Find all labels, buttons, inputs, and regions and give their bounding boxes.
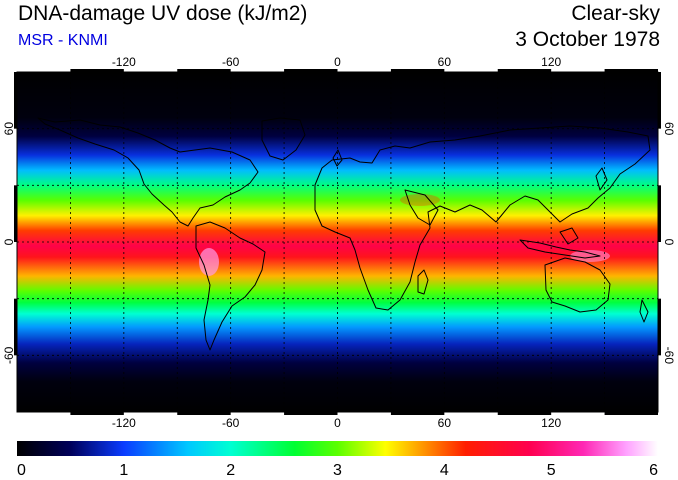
latitude-labels-right: 60 0 -60 [662,122,676,364]
lon-tick-label-top: -120 [112,55,136,69]
lon-tick-label-bottom: -60 [222,416,240,430]
coastline-uk [332,149,343,167]
lon-tick-label-bottom: 60 [438,416,452,430]
frame-tick-bottom [390,412,445,415]
colorbar-tick-label: 1 [119,462,128,479]
colorbar-tick-label: 6 [649,462,658,479]
latitude-labels-left: 60 0 -60 [2,122,16,364]
frame-tick-bottom [604,412,658,415]
frame-tick-top [70,69,124,72]
date-label: 3 October 1978 [515,28,660,51]
frame-ticks [14,69,661,415]
frame-tick-bottom [497,412,552,415]
longitude-labels-top: -120 -60 0 60 120 [112,55,562,69]
frame-tick-bottom [177,412,231,415]
colorbar-tick-label: 3 [333,462,342,479]
frame-tick-right [658,185,661,242]
lon-tick-label-bottom: 120 [541,416,561,430]
maritime-hotspot [570,250,610,262]
lon-tick-label-bottom: -120 [112,416,136,430]
graticule [17,72,658,412]
coastline-north-america [37,117,259,227]
frame-tick-bottom [70,412,124,415]
coastline-south-america [195,221,266,351]
lon-tick-label-top: 0 [334,55,341,69]
frame-tick-bottom [284,412,338,415]
frame-tick-left [14,185,17,242]
lat-tick-label-left: 0 [2,238,16,245]
map-title: DNA-damage UV dose (kJ/m2) [18,2,308,25]
lat-tick-label-right: 60 [662,122,676,136]
coastline-new-zealand [639,299,649,323]
colorbar-tick-label: 0 [17,462,26,479]
colorbar: 0 1 2 3 4 5 6 [17,441,658,479]
coastline-madagascar [417,269,429,295]
colorbar-tick-labels: 0 1 2 3 4 5 6 [17,462,658,479]
frame-tick-right [658,298,661,356]
coastlines [37,117,651,351]
lat-tick-label-left: 60 [2,122,16,136]
lon-tick-label-top: -60 [222,55,240,69]
coastline-indonesia [519,239,601,259]
frame-tick-top [390,69,445,72]
lat-tick-label-right: -60 [662,347,676,365]
lon-tick-label-bottom: 0 [334,416,341,430]
sky-condition-label: Clear-sky [571,2,660,25]
lon-tick-label-top: 60 [438,55,452,69]
frame-tick-top [177,69,231,72]
frame-tick-top [497,69,552,72]
lat-tick-label-right: 0 [662,239,676,246]
frame-tick-top [284,69,338,72]
longitude-labels-bottom: -120 -60 0 60 120 [112,416,562,430]
andes-hotspot [199,248,219,276]
map-panel [14,69,661,415]
colorbar-tick-label: 5 [547,462,556,479]
coastline-borneo [559,227,579,245]
data-source-label: MSR - KNMI [18,32,108,49]
coastline-greenland [261,117,306,161]
colorbar-tick-label: 2 [226,462,235,479]
frame-tick-left [14,72,17,129]
coastline-africa-eurasia [314,125,651,311]
lon-tick-label-top: 120 [541,55,561,69]
colorbar-tick-label: 4 [440,462,449,479]
hotspots [199,194,610,276]
coastline-australia [544,257,611,313]
coastline-arabia [404,189,439,226]
sahara-band [400,194,440,206]
frame-tick-left [14,298,17,356]
frame-tick-top [604,69,658,72]
frame-tick-right [658,72,661,129]
colorbar-bar [17,441,658,456]
lat-tick-label-left: -60 [2,346,16,364]
